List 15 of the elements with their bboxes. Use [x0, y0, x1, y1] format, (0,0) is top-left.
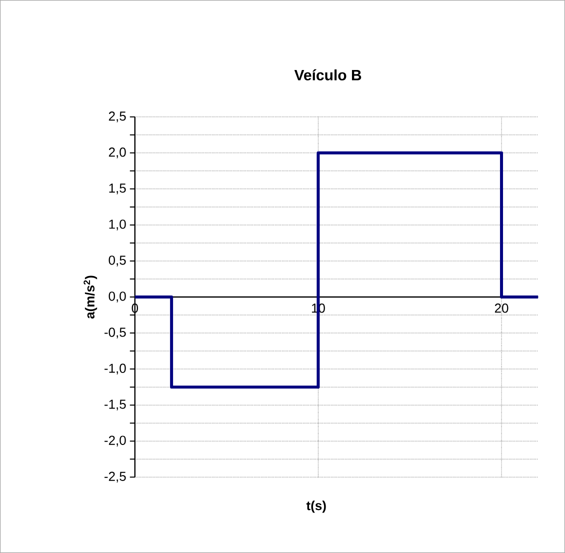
y-tick-label: 0,0	[108, 292, 126, 302]
y-tick-label: -0,5	[104, 328, 126, 338]
y-tick-label: -1,5	[104, 400, 126, 410]
y-tick-label: -2,5	[104, 472, 126, 483]
y-tick-label: 2,0	[108, 148, 126, 158]
x-tick-label: 20	[494, 304, 508, 313]
y-tick-label: -2,0	[104, 436, 126, 446]
y-axis-title: a(m/s$^{2}$)	[84, 276, 98, 319]
chart-title: Veículo B	[294, 69, 362, 80]
y-tick-label: 2,5	[108, 112, 126, 122]
y-tick-label: -1,0	[104, 364, 126, 374]
x-axis-title: t(s)	[306, 500, 326, 513]
y-tick-label: 0,5	[108, 256, 126, 266]
y-tick-label: 1,0	[109, 220, 126, 230]
y-tick-label: 1,5	[109, 184, 126, 194]
